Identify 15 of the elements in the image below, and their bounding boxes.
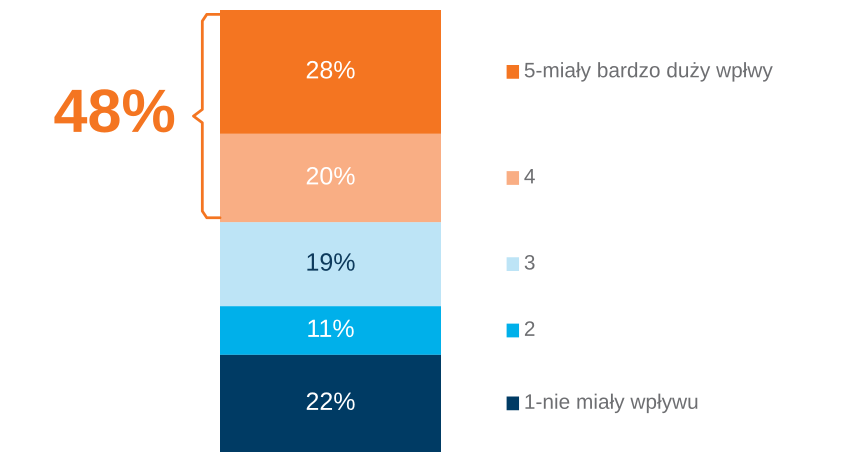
legend-label: 3 bbox=[524, 254, 535, 270]
legend-label: 1-nie miały wpływu bbox=[525, 394, 698, 414]
legend-label: 2 bbox=[524, 321, 534, 336]
legend-label: 5-miały bardzo duży wpłwy bbox=[524, 62, 773, 82]
data-label: 19% bbox=[307, 253, 355, 271]
bar bbox=[220, 222, 441, 306]
data-label: 20% bbox=[306, 166, 355, 185]
data-label: 22% bbox=[306, 392, 355, 410]
data-label: 28% bbox=[306, 60, 355, 79]
legend-label: 4 bbox=[524, 169, 535, 184]
bar bbox=[220, 134, 441, 222]
bar bbox=[220, 354, 441, 452]
bar bbox=[220, 306, 441, 355]
text: 48% bbox=[54, 89, 174, 132]
data-label: 11% bbox=[308, 320, 354, 338]
